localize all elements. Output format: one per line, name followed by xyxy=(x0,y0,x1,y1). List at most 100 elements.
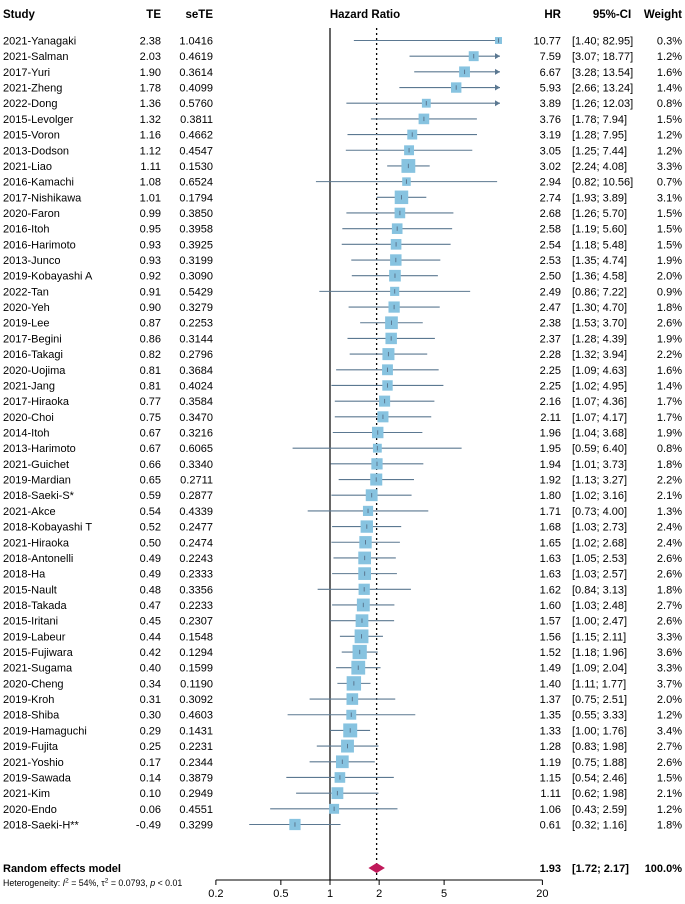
study-ci: [1.02; 3.16] xyxy=(572,490,627,502)
study-row: 2021-Sugama 0.40 0.1599 1.49 [1.09; 2.04] 3.3… xyxy=(3,660,682,675)
study-row: 2016-Takagi 0.82 0.2796 2.28 [1.32; 3.94] 2.2… xyxy=(3,348,682,361)
study-sete: 0.2877 xyxy=(179,490,213,502)
study-label: 2020-Choi xyxy=(3,412,54,424)
study-hr: 3.02 xyxy=(540,161,561,173)
study-te: 1.08 xyxy=(140,177,161,189)
study-ci: [1.32; 3.94] xyxy=(572,349,627,361)
study-label: 2019-Hamaguchi xyxy=(3,725,87,737)
study-sete: 0.1190 xyxy=(180,678,213,690)
summary-ci: [1.72; 2.17] xyxy=(572,863,629,875)
study-ci-arrow xyxy=(495,84,500,91)
study-te: 0.75 xyxy=(140,412,161,424)
study-weight: 0.9% xyxy=(657,286,682,298)
study-hr: 1.62 xyxy=(540,584,561,596)
study-row: 2021-Kim 0.10 0.2949 1.11 [0.62; 1.98] 2.1% xyxy=(3,787,682,800)
study-row: 2019-Kobayashi A 0.92 0.3090 2.50 [1.36; 4.5… xyxy=(3,269,682,283)
study-weight: 2.7% xyxy=(657,741,682,753)
study-weight: 2.6% xyxy=(657,757,682,769)
study-sete: 0.3144 xyxy=(179,333,213,345)
study-sete: 0.3811 xyxy=(180,114,213,126)
study-sete: 0.2711 xyxy=(180,475,213,487)
study-label: 2020-Cheng xyxy=(3,678,64,690)
study-ci: [1.15; 2.11] xyxy=(572,631,626,643)
study-weight: 1.8% xyxy=(657,820,682,832)
study-te: 0.87 xyxy=(140,318,161,330)
study-sete: 0.3090 xyxy=(179,271,213,283)
study-hr: 3.19 xyxy=(540,130,561,142)
study-label: 2020-Yeh xyxy=(3,302,50,314)
study-label: 2020-Uojima xyxy=(3,365,66,377)
study-ci: [1.53; 3.70] xyxy=(572,318,627,330)
het-tau-value: = 0.0793, xyxy=(108,878,150,888)
study-weight: 0.8% xyxy=(657,443,682,455)
study-ci: [1.18; 1.96] xyxy=(572,647,627,659)
study-hr: 2.58 xyxy=(540,224,561,236)
study-hr: 2.37 xyxy=(540,333,561,345)
study-te: 0.52 xyxy=(140,522,161,534)
study-te: 0.67 xyxy=(140,443,161,455)
study-ci: [1.26; 5.70] xyxy=(572,208,627,220)
study-te: 1.12 xyxy=(140,145,161,157)
study-weight: 3.3% xyxy=(657,161,682,173)
study-row: 2015-Iritani 0.45 0.2307 1.57 [1.00; 2.47] 2.… xyxy=(3,614,682,628)
study-te: 0.14 xyxy=(140,772,161,784)
study-sete: 0.1431 xyxy=(179,725,213,737)
study-sete: 0.2233 xyxy=(179,600,213,612)
study-te: 1.01 xyxy=(140,192,161,204)
study-sete: 0.3584 xyxy=(179,396,213,408)
study-hr: 2.25 xyxy=(540,380,561,392)
study-te: 0.82 xyxy=(140,349,161,361)
study-te: 0.25 xyxy=(140,741,161,753)
heterogeneity-text: Heterogeneity: I2 = 54%, τ2 = 0.0793, p … xyxy=(3,878,182,889)
study-row: 2017-Yuri 1.90 0.3614 6.67 [3.28; 13.54] 1.6% xyxy=(3,66,682,79)
study-weight: 2.1% xyxy=(657,490,682,502)
study-weight: 1.9% xyxy=(657,333,682,345)
study-te: 0.42 xyxy=(140,647,161,659)
study-hr: 1.96 xyxy=(540,428,561,440)
study-te: 1.36 xyxy=(140,98,161,110)
study-sete: 0.5760 xyxy=(179,98,213,110)
study-sete: 0.5429 xyxy=(179,286,213,298)
study-label: 2021-Kim xyxy=(3,788,50,800)
study-hr: 6.67 xyxy=(540,67,561,79)
study-ci: [0.83; 1.98] xyxy=(572,741,627,753)
study-sete: 0.3340 xyxy=(179,459,213,471)
study-ci: [1.04; 3.68] xyxy=(572,428,627,440)
study-hr: 2.38 xyxy=(540,318,561,330)
study-sete: 0.1599 xyxy=(179,663,213,675)
study-ci-arrow xyxy=(495,53,500,60)
study-weight: 1.7% xyxy=(657,396,682,408)
study-ci: [1.03; 2.48] xyxy=(572,600,627,612)
study-ci: [1.11; 1.77] xyxy=(572,678,626,690)
study-weight: 3.3% xyxy=(657,663,682,675)
study-te: 0.54 xyxy=(140,506,161,518)
study-ci: [2.66; 13.24] xyxy=(572,83,633,95)
study-weight: 1.2% xyxy=(657,130,682,142)
study-sete: 0.2344 xyxy=(179,757,213,769)
study-hr: 1.60 xyxy=(540,600,561,612)
study-label: 2018-Saeki-H** xyxy=(3,820,80,832)
study-te: 2.03 xyxy=(140,51,161,63)
study-row: 2016-Itoh 0.95 0.3958 2.58 [1.19; 5.60] 1.5% xyxy=(3,223,682,236)
study-weight: 1.5% xyxy=(657,224,682,236)
study-row: 2021-Akce 0.54 0.4339 1.71 [0.73; 4.00] 1.3% xyxy=(3,505,682,518)
study-hr: 1.92 xyxy=(540,475,561,487)
study-hr: 3.89 xyxy=(540,98,561,110)
study-ci: [1.30; 4.70] xyxy=(572,302,627,314)
het-i2-value: = 54%, xyxy=(69,878,102,888)
study-sete: 0.2253 xyxy=(179,318,213,330)
study-label: 2022-Tan xyxy=(3,286,49,298)
study-weight: 1.8% xyxy=(657,584,682,596)
study-hr: 1.65 xyxy=(540,537,561,549)
study-label: 2018-Ha xyxy=(3,569,46,581)
study-label: 2018-Shiba xyxy=(3,710,60,722)
study-te: 0.49 xyxy=(140,553,161,565)
study-te: 1.11 xyxy=(140,161,161,173)
study-label: 2019-Kobayashi A xyxy=(3,271,93,283)
study-row: 2018-Antonelli 0.49 0.2243 1.63 [1.05; 2.53]… xyxy=(3,551,682,565)
het-prefix: Heterogeneity: xyxy=(3,878,63,888)
study-sete: 0.2333 xyxy=(179,569,213,581)
study-label: 2015-Voron xyxy=(3,130,60,142)
study-te: 0.81 xyxy=(140,365,161,377)
study-sete: 0.4099 xyxy=(179,83,213,95)
